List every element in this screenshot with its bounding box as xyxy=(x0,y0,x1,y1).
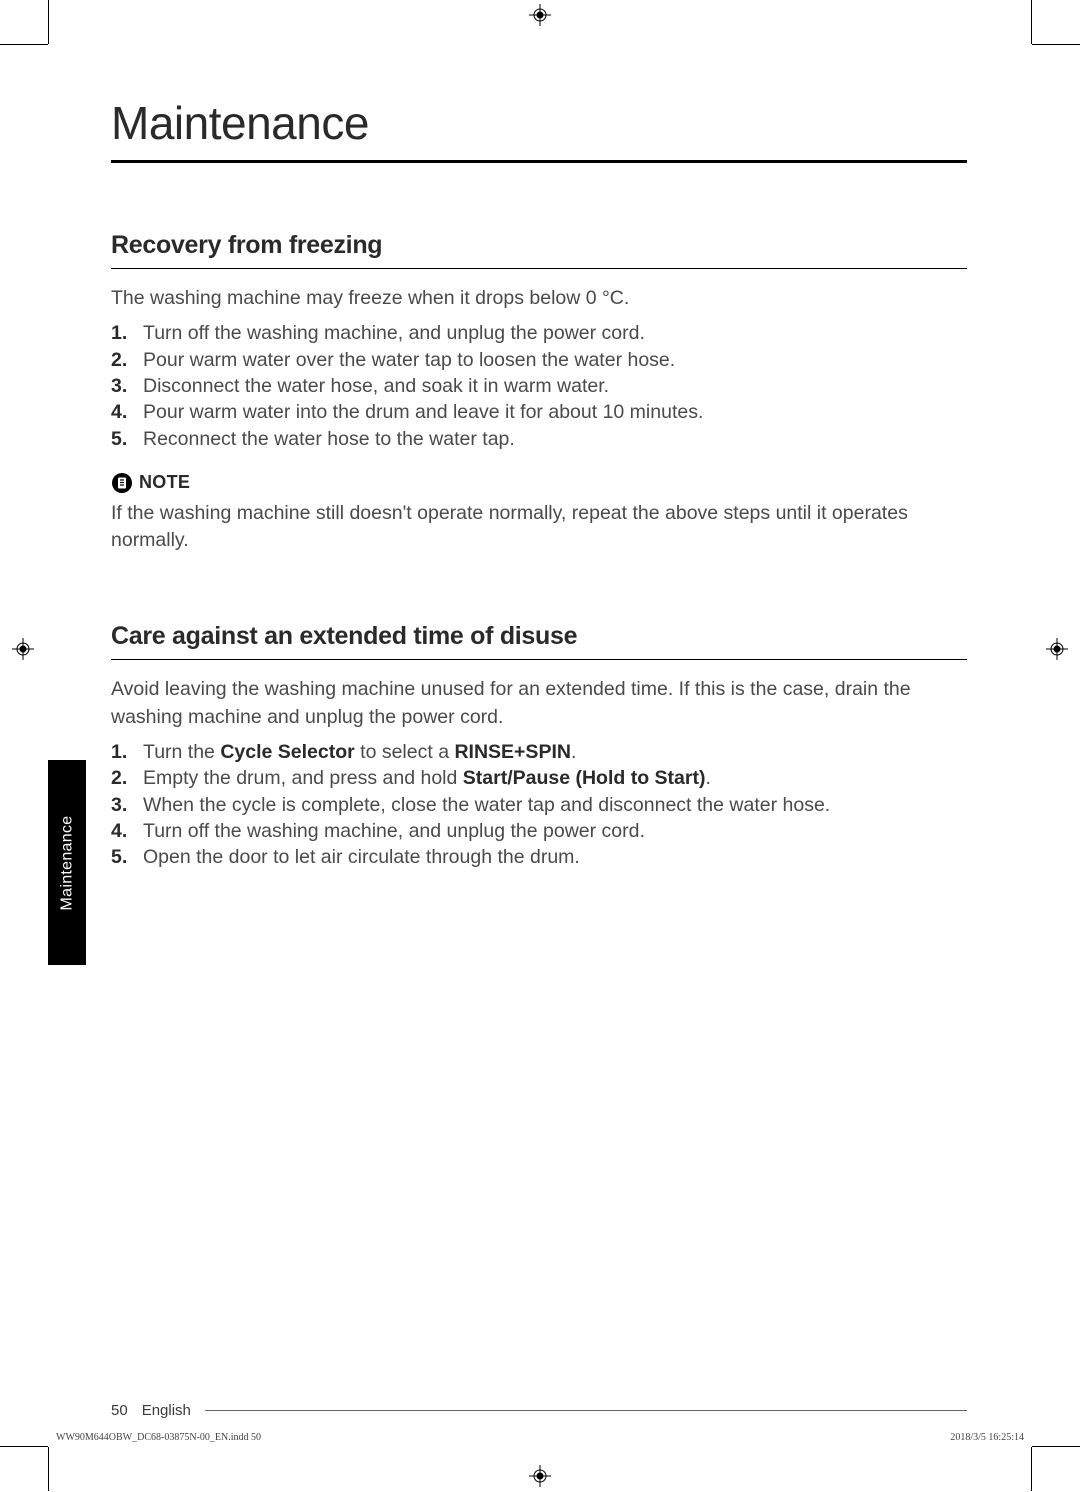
steps-list: 1. Turn the Cycle Selector to select a RI… xyxy=(111,739,967,871)
crop-mark xyxy=(1032,1446,1080,1447)
step-text: Empty the drum, and press and hold Start… xyxy=(143,765,711,791)
bold-text: Cycle Selector xyxy=(220,741,354,763)
section-title: Care against an extended time of disuse xyxy=(111,622,967,660)
note-block: NOTE If the washing machine still doesn'… xyxy=(111,472,967,555)
intro-text: Avoid leaving the washing machine unused… xyxy=(111,676,967,731)
crop-mark xyxy=(1031,1447,1032,1491)
crop-mark xyxy=(48,1447,49,1491)
step-text: Disconnect the water hose, and soak it i… xyxy=(143,373,609,399)
step-number: 4. xyxy=(111,818,129,844)
crop-mark xyxy=(1032,44,1080,45)
list-item: 1. Turn the Cycle Selector to select a RI… xyxy=(111,739,967,765)
step-text: Reconnect the water hose to the water ta… xyxy=(143,426,515,452)
registration-mark-icon xyxy=(12,638,34,660)
section-recovery: Recovery from freezing The washing machi… xyxy=(111,231,967,554)
side-tab-label: Maintenance xyxy=(58,815,76,910)
bold-text: Start/Pause (Hold to Start) xyxy=(463,767,706,789)
list-item: 1. Turn off the washing machine, and unpl… xyxy=(111,320,967,346)
registration-mark-icon xyxy=(529,4,551,26)
side-tab: Maintenance xyxy=(48,760,86,965)
list-item: 5. Reconnect the water hose to the water … xyxy=(111,426,967,452)
language-label: English xyxy=(142,1402,191,1419)
step-text: When the cycle is complete, close the wa… xyxy=(143,792,830,818)
footer: 50 English xyxy=(111,1402,967,1419)
section-title: Recovery from freezing xyxy=(111,231,967,269)
step-text: Open the door to let air circulate throu… xyxy=(143,844,580,870)
crop-mark xyxy=(1031,0,1032,44)
list-item: 5. Open the door to let air circulate thr… xyxy=(111,844,967,870)
list-item: 4. Turn off the washing machine, and unpl… xyxy=(111,818,967,844)
print-meta-filename: WW90M644OBW_DC68-03875N-00_EN.indd 50 xyxy=(56,1432,261,1443)
step-number: 2. xyxy=(111,347,129,373)
step-number: 1. xyxy=(111,320,129,346)
page-title: Maintenance xyxy=(111,96,967,163)
crop-mark xyxy=(48,0,49,44)
note-header: NOTE xyxy=(111,472,967,494)
step-number: 3. xyxy=(111,792,129,818)
note-text: If the washing machine still doesn't ope… xyxy=(111,500,967,555)
note-icon xyxy=(111,472,133,494)
steps-list: 1. Turn off the washing machine, and unpl… xyxy=(111,320,967,452)
step-text: Turn off the washing machine, and unplug… xyxy=(143,320,645,346)
crop-mark xyxy=(0,1446,48,1447)
step-number: 4. xyxy=(111,399,129,425)
print-meta-timestamp: 2018/3/5 16:25:14 xyxy=(950,1432,1024,1443)
page-number: 50 xyxy=(111,1402,128,1419)
step-text: Pour warm water into the drum and leave … xyxy=(143,399,703,425)
section-disuse: Care against an extended time of disuse … xyxy=(111,622,967,870)
crop-mark xyxy=(0,44,48,45)
intro-text: The washing machine may freeze when it d… xyxy=(111,285,967,312)
bold-text: RINSE+SPIN xyxy=(454,741,571,763)
registration-mark-icon xyxy=(1046,638,1068,660)
step-number: 5. xyxy=(111,426,129,452)
list-item: 3. When the cycle is complete, close the … xyxy=(111,792,967,818)
step-text: Pour warm water over the water tap to lo… xyxy=(143,347,675,373)
step-number: 5. xyxy=(111,844,129,870)
note-label: NOTE xyxy=(139,472,190,493)
list-item: 3. Disconnect the water hose, and soak it… xyxy=(111,373,967,399)
step-number: 2. xyxy=(111,765,129,791)
step-text: Turn off the washing machine, and unplug… xyxy=(143,818,645,844)
registration-mark-icon xyxy=(529,1465,551,1487)
list-item: 2. Empty the drum, and press and hold Sta… xyxy=(111,765,967,791)
step-number: 3. xyxy=(111,373,129,399)
list-item: 2. Pour warm water over the water tap to … xyxy=(111,347,967,373)
step-text: Turn the Cycle Selector to select a RINS… xyxy=(143,739,576,765)
list-item: 4. Pour warm water into the drum and leav… xyxy=(111,399,967,425)
step-number: 1. xyxy=(111,739,129,765)
page-content: Maintenance Recovery from freezing The w… xyxy=(111,96,967,871)
footer-rule xyxy=(205,1410,967,1411)
